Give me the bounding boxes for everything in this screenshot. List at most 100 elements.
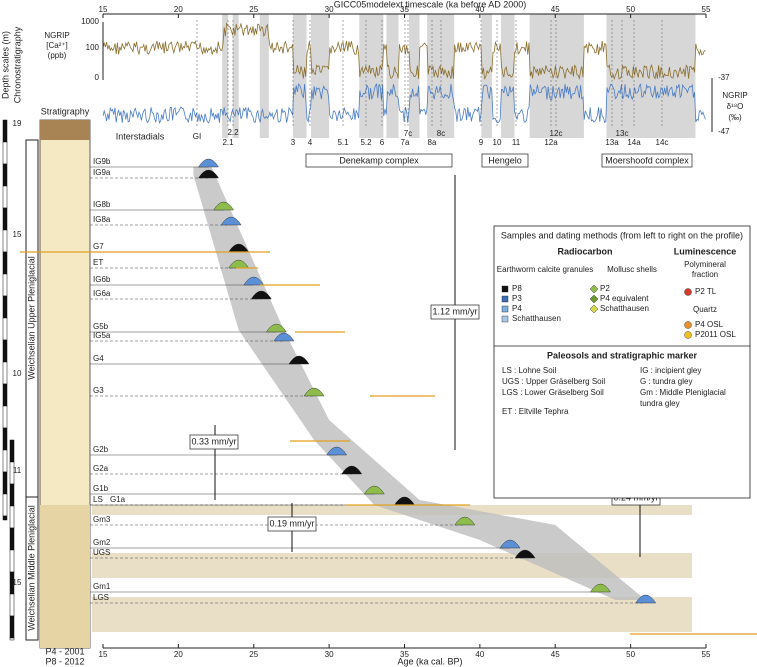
interstadial-band	[481, 14, 492, 138]
legend-item: Gm : Middle Pleniglacial	[640, 388, 726, 397]
legend-item: ET : Eltville Tephra	[502, 407, 569, 416]
horizon-label: LGS	[93, 593, 109, 602]
age-distribution	[454, 516, 476, 526]
bottom-axis-title: Age (ka cal. BP)	[397, 656, 462, 666]
bottom-tick-label: 20	[174, 650, 183, 659]
rate-label: 0.33 mm/yr	[191, 436, 236, 446]
age-distribution	[363, 485, 385, 495]
age-distribution	[288, 355, 310, 365]
horizon-label: ET	[93, 258, 103, 267]
depth-tick-label: 11	[13, 466, 22, 475]
profile-top	[40, 120, 90, 140]
legend-item: LS : Lohne Soil	[502, 366, 556, 375]
interstadial-label: 7c	[404, 129, 412, 138]
horizon-label: G5b	[93, 322, 109, 331]
legend-item: UGS : Upper Gräselberg Soil	[502, 377, 605, 386]
ca-tick-label: 1000	[81, 17, 99, 26]
horizon-label: Gm3	[93, 515, 111, 524]
horizon-label: G7	[93, 242, 104, 251]
interstadial-label: 12c	[550, 129, 563, 138]
age-distribution	[250, 290, 272, 300]
interstadial-band	[311, 14, 330, 138]
interstadial-label: 12a	[544, 138, 558, 147]
ca-axis-label: (ppb)	[48, 51, 67, 60]
interstadial-label: 2.2	[227, 128, 239, 137]
depth-bar	[2, 339, 8, 363]
legend-subheader: Polymineral	[684, 260, 726, 269]
bottom-tick-label: 50	[626, 650, 635, 659]
interstadial-label: 7a	[401, 138, 410, 147]
interstadial-band	[500, 14, 515, 138]
profile-label: P4 - 2001	[45, 646, 84, 656]
horizon-label: G2b	[93, 445, 109, 454]
top-axis-title: GICC05modelext timescale (ka before AD 2…	[334, 0, 527, 9]
bottom-tick-label: 55	[702, 650, 711, 659]
legend-item: G : tundra gley	[640, 377, 692, 386]
horizon-label: IG6a	[93, 289, 111, 298]
depth-bar	[2, 427, 8, 451]
depth-bar	[2, 251, 8, 275]
interstadial-band	[292, 14, 307, 138]
interstadial-label: 10	[493, 138, 502, 147]
age-distribution	[326, 446, 348, 456]
d18o-tick-label: -47	[718, 127, 730, 136]
age-distribution	[499, 539, 521, 549]
bottom-tick-label: 30	[325, 650, 334, 659]
age-depth-envelope	[193, 167, 646, 600]
profile-label: P8 - 2012	[45, 656, 84, 666]
rate-label: 0.19 mm/yr	[269, 518, 314, 528]
horizon-label: LS	[93, 495, 103, 504]
ca-tick-label: 100	[86, 43, 100, 52]
age-distribution	[213, 201, 234, 211]
interstadial-band	[606, 14, 696, 138]
rate-box	[189, 434, 239, 450]
horizon-label: UGS	[93, 548, 110, 557]
bottom-tick-label: 45	[551, 650, 560, 659]
depth-bar	[2, 119, 8, 143]
horizon-label: Gm2	[93, 538, 111, 547]
interstadial-label: 3	[291, 138, 296, 147]
complex-label: Hengelo	[488, 155, 522, 165]
age-distribution	[266, 323, 287, 333]
interstadial-label: 13a	[605, 138, 619, 147]
horizon-label: G2a	[93, 464, 109, 473]
age-distribution	[590, 583, 611, 593]
depth-tick-label: 15	[13, 578, 22, 587]
interstadials-title: Interstadials	[116, 131, 165, 141]
chrono-label: Weichselian Upper Pleniglacial	[26, 256, 36, 379]
legend-item: Schatthausen	[512, 314, 561, 323]
age-distribution	[514, 549, 536, 559]
legend-box	[493, 225, 751, 499]
depth-bar	[9, 439, 15, 463]
depth-bar	[9, 549, 15, 573]
complex-label: Denekamp complex	[339, 155, 419, 165]
age-distribution	[198, 158, 219, 168]
d18o-axis-label: (‰)	[728, 113, 742, 122]
interstadial-label: 9	[479, 138, 484, 147]
interstadial-band	[409, 14, 420, 138]
interstadial-label: 8a	[428, 138, 437, 147]
interstadial-band	[232, 14, 239, 138]
legend-item: IG : incipient gley	[640, 366, 701, 375]
top-tick-label: 45	[551, 5, 560, 14]
ca-axis-label: [Ca²⁺]	[46, 41, 68, 50]
legend-marker	[684, 331, 692, 339]
depth-bar	[9, 637, 15, 641]
ca-curve	[102, 22, 706, 81]
legend-item: tundra gley	[640, 399, 680, 408]
interstadial-label: 4	[308, 138, 313, 147]
legend-item: P4	[512, 304, 522, 313]
legend-subheader: Mollusc shells	[607, 265, 657, 274]
horizon-label: Gm1	[93, 582, 111, 591]
top-tick-label: 25	[249, 5, 258, 14]
horizon-label: G1b	[93, 484, 109, 493]
legend-header: Radiocarbon	[557, 246, 612, 256]
depth-bar	[2, 207, 8, 231]
age-distribution	[303, 387, 325, 397]
depth-bar	[2, 273, 8, 297]
interstadial-label: 5.1	[337, 138, 349, 147]
depth-bar	[2, 185, 8, 209]
depth-bar	[2, 515, 8, 521]
rate-box	[430, 304, 480, 320]
